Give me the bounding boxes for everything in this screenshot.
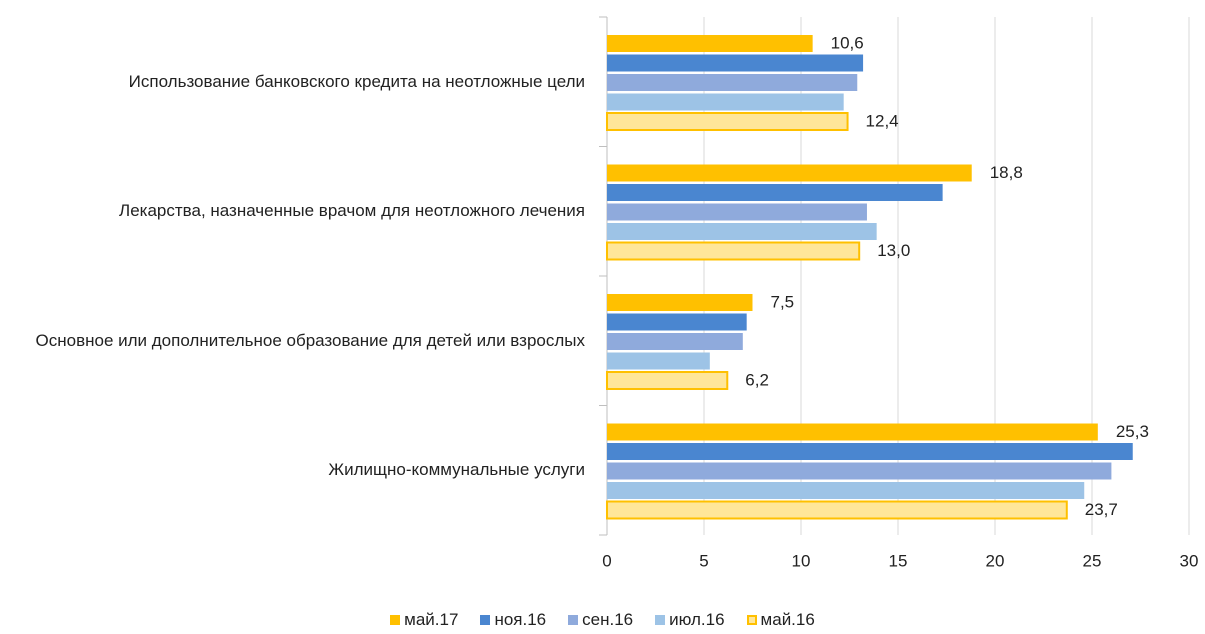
bar [607,164,972,182]
legend-label: ноя.16 [494,610,547,629]
bar [606,112,849,131]
legend-label: май.16 [760,610,815,629]
category-label: Использование банковского кредита на нео… [0,64,585,100]
bar [607,223,877,240]
bar [607,54,864,72]
bar [607,423,1098,441]
legend-swatch [568,615,579,625]
legend-swatch [746,615,757,625]
category-label: Основное или дополнительное образование … [0,323,586,359]
legend-item: май.17 [390,610,458,630]
bar [607,333,743,350]
bar [607,313,747,331]
category-text: Жилищно-коммунальные услуги [328,460,585,480]
x-tick-label: 25 [1083,551,1102,570]
value-label: 13,0 [877,241,910,260]
legend-swatch [655,615,666,625]
legend-label: июл.16 [669,610,725,629]
legend: май.17 ноя.16 сен.16 июл.16 май.16 [0,610,1205,630]
category-label: Лекарства, назначенные врачом для неотло… [0,193,585,229]
bar [606,500,1068,520]
bar [606,371,729,390]
value-label: 25,3 [1116,422,1149,441]
legend-label: сен.16 [582,610,634,629]
bar [607,482,1085,499]
bar [607,294,753,311]
bar [607,462,1112,480]
bar [607,35,813,52]
bar [607,203,867,221]
bar [606,241,861,261]
category-label: Жилищно-коммунальные услуги [0,452,585,488]
bar [607,74,858,91]
legend-swatch [480,615,491,625]
category-text: Основное или дополнительное образование … [35,330,586,350]
x-tick-label: 0 [602,551,611,570]
x-tick-label: 5 [699,551,708,570]
legend-item: июл.16 [655,610,725,630]
value-label: 10,6 [831,33,864,52]
bar [607,443,1133,460]
x-tick-label: 10 [792,551,811,570]
x-tick-label: 30 [1180,551,1199,570]
x-tick-label: 15 [889,551,908,570]
value-label: 23,7 [1085,500,1118,519]
value-label: 6,2 [745,370,769,389]
category-text: Лекарства, назначенные врачом для неотло… [119,201,585,221]
legend-swatch [390,615,401,625]
value-label: 18,8 [990,163,1023,182]
value-label: 12,4 [866,111,899,130]
legend-item: ноя.16 [480,610,546,630]
bar [607,352,710,370]
category-text: Использование банковского кредита на нео… [128,71,585,91]
legend-item: май.16 [746,610,815,630]
value-label: 7,5 [771,292,795,311]
x-tick-label: 20 [986,551,1005,570]
legend-item: сен.16 [568,610,633,630]
bar [607,184,943,201]
legend-label: май.17 [404,610,459,629]
bar [607,93,844,111]
